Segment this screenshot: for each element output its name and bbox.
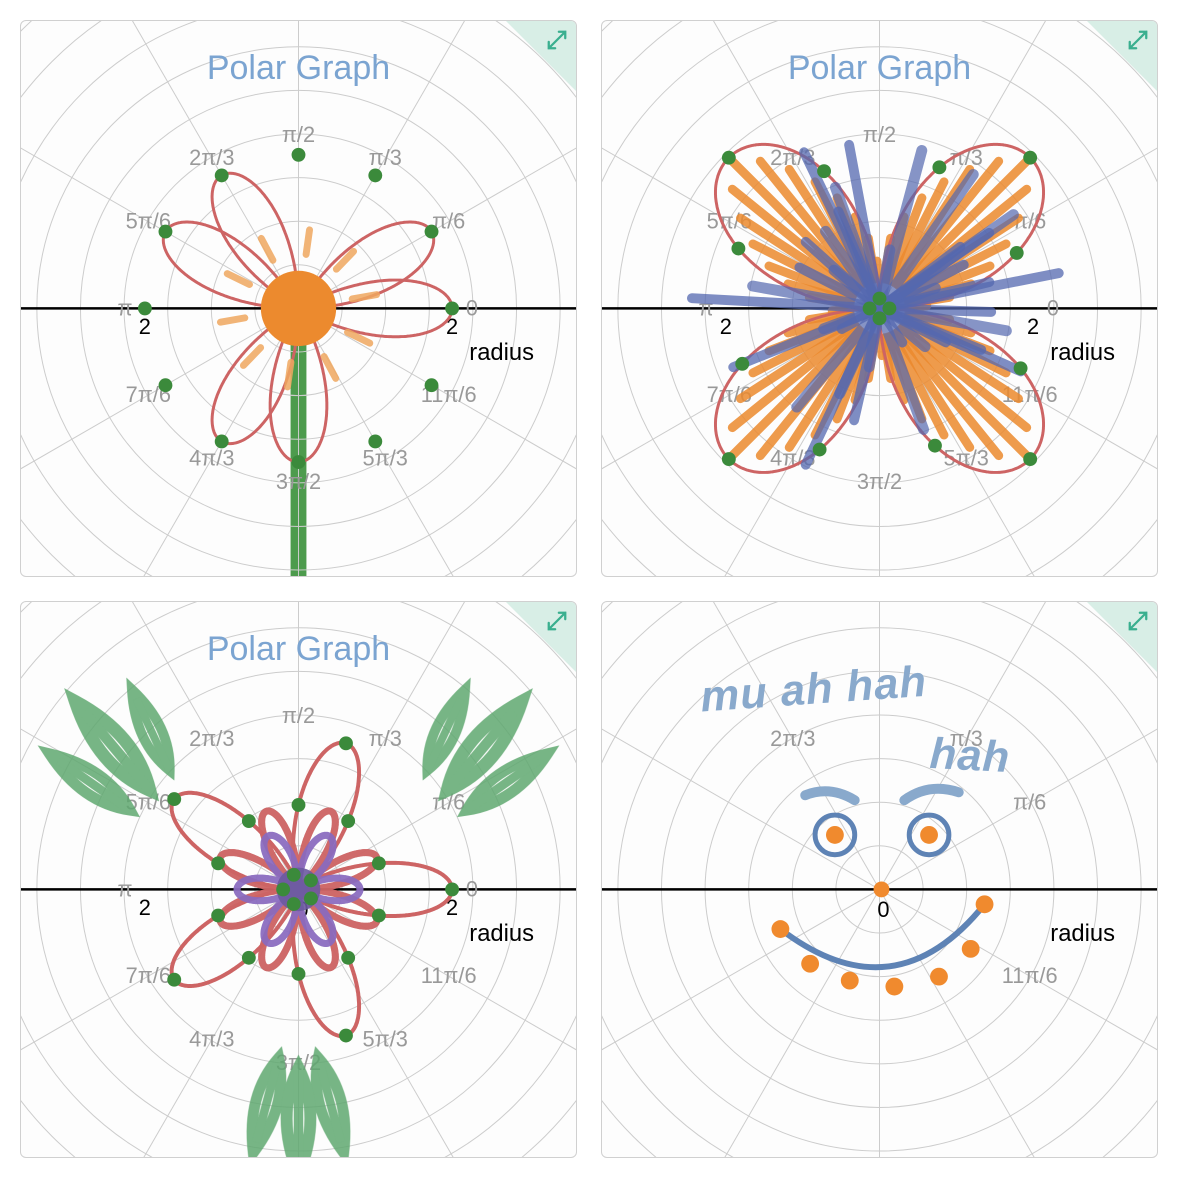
svg-text:2: 2 bbox=[139, 895, 151, 920]
svg-text:0: 0 bbox=[466, 295, 478, 320]
svg-text:4π/3: 4π/3 bbox=[189, 1027, 234, 1052]
expand-icon[interactable] bbox=[546, 610, 568, 632]
svg-text:5π/3: 5π/3 bbox=[363, 446, 408, 471]
svg-text:2: 2 bbox=[720, 314, 732, 339]
svg-text:0: 0 bbox=[1047, 295, 1059, 320]
svg-text:0: 0 bbox=[466, 876, 478, 901]
svg-text:π/3: π/3 bbox=[369, 145, 402, 170]
svg-text:2π/3: 2π/3 bbox=[770, 726, 815, 751]
expand-icon[interactable] bbox=[1127, 610, 1149, 632]
svg-text:11π/6: 11π/6 bbox=[421, 963, 477, 988]
svg-text:mu ah hah: mu ah hah bbox=[699, 658, 929, 722]
svg-text:π/2: π/2 bbox=[863, 122, 896, 147]
svg-text:0: 0 bbox=[877, 897, 889, 922]
svg-text:2: 2 bbox=[139, 314, 151, 339]
svg-text:radius: radius bbox=[469, 339, 534, 366]
svg-text:π/6: π/6 bbox=[1013, 790, 1046, 815]
svg-text:hah: hah bbox=[929, 730, 1012, 782]
svg-text:5π/3: 5π/3 bbox=[363, 1027, 408, 1052]
svg-text:radius: radius bbox=[1050, 339, 1115, 366]
svg-text:π/2: π/2 bbox=[282, 703, 315, 728]
svg-text:π/2: π/2 bbox=[282, 122, 315, 147]
svg-text:π: π bbox=[118, 295, 133, 320]
svg-text:3π/2: 3π/2 bbox=[857, 469, 902, 494]
chart-title: Polar Graph bbox=[788, 49, 971, 88]
expand-icon[interactable] bbox=[546, 29, 568, 51]
svg-text:4π/3: 4π/3 bbox=[189, 446, 234, 471]
svg-text:radius: radius bbox=[469, 920, 534, 947]
polar-card-0: Polar Graph 0π/6π/3π/22π/35π/6π7π/64π/33… bbox=[20, 20, 577, 577]
polar-card-2: Polar Graph 0π/6π/3π/22π/35π/6π7π/64π/33… bbox=[20, 601, 577, 1158]
card-grid: Polar Graph 0π/6π/3π/22π/35π/6π7π/64π/33… bbox=[20, 20, 1158, 1158]
svg-text:2π/3: 2π/3 bbox=[189, 145, 234, 170]
svg-text:3π/2: 3π/2 bbox=[276, 469, 321, 494]
svg-text:π: π bbox=[118, 876, 133, 901]
svg-text:2: 2 bbox=[1027, 314, 1039, 339]
polar-card-1: Polar Graph 0π/6π/3π/22π/35π/6π7π/64π/33… bbox=[601, 20, 1158, 577]
svg-text:11π/6: 11π/6 bbox=[1002, 963, 1058, 988]
polar-chart-3: π/6π/32π/311π/60radiusmu ah hahhah bbox=[602, 602, 1157, 1157]
svg-text:2π/3: 2π/3 bbox=[189, 726, 234, 751]
svg-text:π/3: π/3 bbox=[369, 726, 402, 751]
chart-title: Polar Graph bbox=[207, 49, 390, 88]
polar-card-3: π/6π/32π/311π/60radiusmu ah hahhah bbox=[601, 601, 1158, 1158]
svg-text:7π/6: 7π/6 bbox=[126, 963, 171, 988]
chart-title: Polar Graph bbox=[207, 630, 390, 669]
expand-icon[interactable] bbox=[1127, 29, 1149, 51]
polar-chart-2: 0π/6π/3π/22π/35π/6π7π/64π/33π/25π/311π/6… bbox=[21, 602, 576, 1157]
polar-chart-0: 0π/6π/3π/22π/35π/6π7π/64π/33π/25π/311π/6… bbox=[21, 21, 576, 576]
svg-text:radius: radius bbox=[1050, 920, 1115, 947]
polar-chart-1: 0π/6π/3π/22π/35π/6π7π/64π/33π/25π/311π/6… bbox=[602, 21, 1157, 576]
